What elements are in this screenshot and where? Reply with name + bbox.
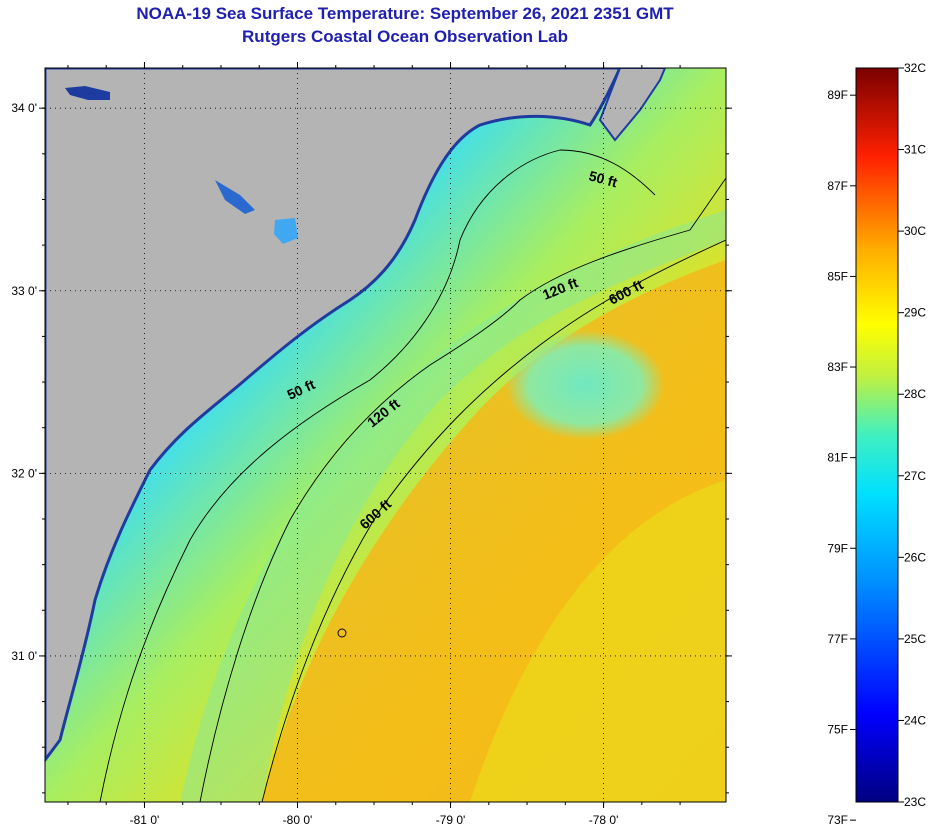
contour-label-50ft: 50 ft bbox=[587, 167, 619, 190]
colorbar-f-label: 87F bbox=[827, 179, 848, 193]
lon-tick-label: -80 0' bbox=[283, 813, 313, 827]
land-coastline bbox=[45, 68, 622, 763]
colorbar-c-label: 32C bbox=[904, 61, 926, 75]
map-title: NOAA-19 Sea Surface Temperature: Septemb… bbox=[136, 4, 674, 23]
warm-filament bbox=[470, 480, 726, 802]
lon-tick-label: -79 0' bbox=[436, 813, 466, 827]
colorbar-f-label: 73F bbox=[827, 813, 848, 827]
colorbar-c-label: 25C bbox=[904, 632, 926, 646]
colorbar-gradient bbox=[855, 67, 899, 803]
lon-tick-label: -78 0' bbox=[589, 813, 619, 827]
colorbar-f-label: 85F bbox=[827, 269, 848, 283]
colorbar-c-label: 30C bbox=[904, 224, 926, 238]
cool-eddy bbox=[505, 330, 665, 440]
colorbar-c-label: 23C bbox=[904, 795, 926, 809]
lat-tick-label: 31 0' bbox=[11, 649, 37, 663]
lon-tick-label: -81 0' bbox=[130, 813, 160, 827]
axis-ticks: -81 0' -80 0' -79 0' -78 0' 34 0' 33 0' 32 0' 3… bbox=[11, 62, 732, 827]
transition-band bbox=[180, 210, 726, 802]
colorbar-c-label: 29C bbox=[904, 306, 926, 320]
colorbar-f-label: 79F bbox=[827, 541, 848, 555]
cape-fear-land bbox=[598, 68, 667, 142]
contour-600ft bbox=[261, 239, 726, 802]
colorbar-c-label: 24C bbox=[904, 713, 926, 727]
colorbar-f-label: 77F bbox=[827, 632, 848, 646]
map-grid bbox=[45, 68, 726, 802]
colorbar-f-label: 83F bbox=[827, 360, 848, 374]
colorbar-f-label: 81F bbox=[827, 451, 848, 465]
colorbar-f-label: 75F bbox=[827, 723, 848, 737]
inland-lake bbox=[274, 218, 298, 244]
colorbar-c-label: 31C bbox=[904, 143, 926, 157]
seamount-contour bbox=[337, 628, 347, 638]
inland-lake bbox=[65, 86, 110, 100]
lat-tick-label: 33 0' bbox=[11, 284, 37, 298]
lat-tick-label: 34 0' bbox=[11, 101, 37, 115]
map-frame bbox=[44, 67, 727, 803]
inland-lake bbox=[215, 180, 255, 214]
colorbar-f-label: 89F bbox=[827, 88, 848, 102]
contour-50ft bbox=[99, 149, 656, 802]
colorbar-c-label: 26C bbox=[904, 550, 926, 564]
colorbar-c-label: 27C bbox=[904, 469, 926, 483]
lat-tick-label: 32 0' bbox=[11, 466, 37, 480]
colorbar-c-label: 28C bbox=[904, 387, 926, 401]
map-subtitle: Rutgers Coastal Ocean Observation Lab bbox=[242, 27, 568, 46]
contour-120ft bbox=[199, 177, 726, 802]
